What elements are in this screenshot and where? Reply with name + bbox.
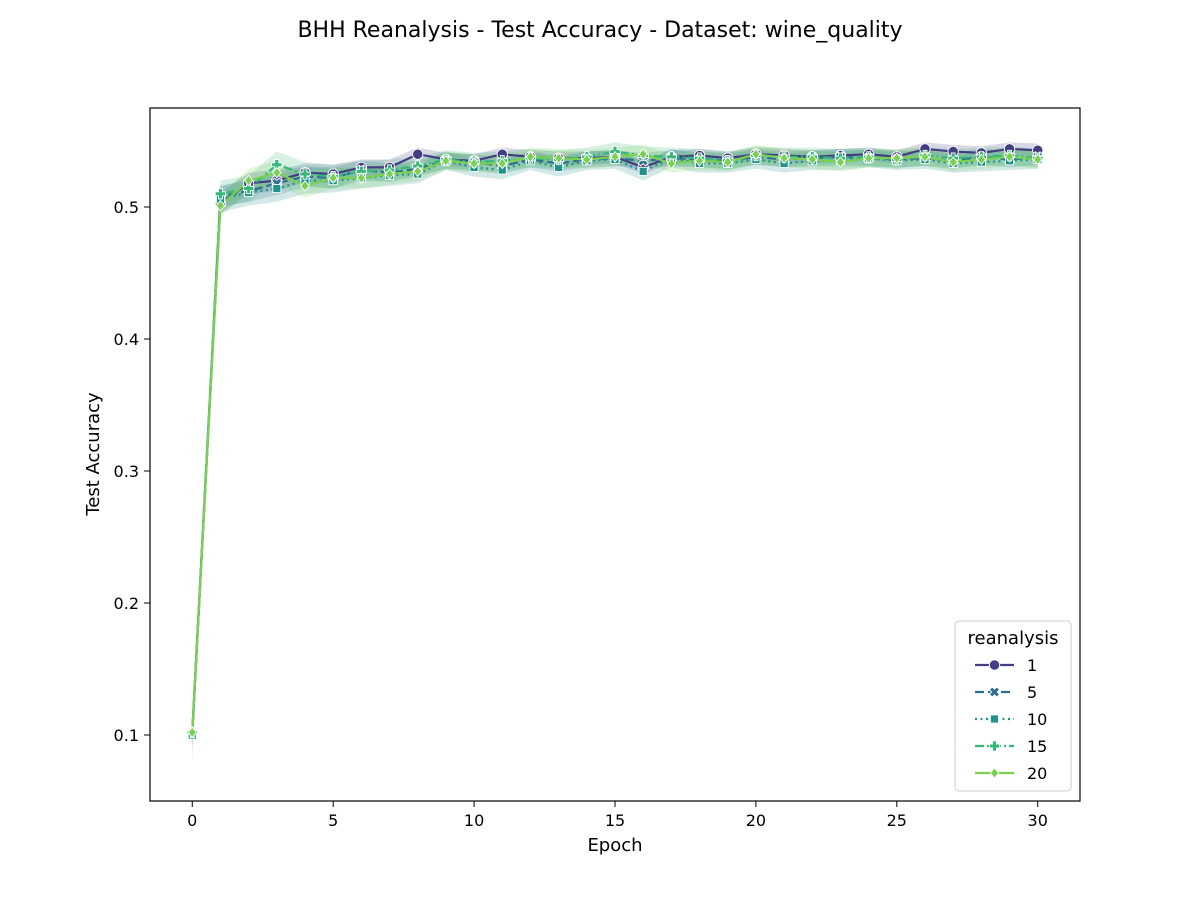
data-point-20 [187, 726, 198, 739]
data-point-20 [948, 156, 958, 169]
x-tick-label: 25 [887, 811, 907, 830]
legend-marker-10 [989, 714, 1000, 724]
y-axis-label: Test Accuracy [83, 392, 104, 517]
legend-title: reanalysis [968, 628, 1059, 649]
data-point-20 [300, 179, 310, 192]
data-point-20 [328, 172, 338, 184]
series-markers [186, 143, 1044, 740]
legend-label-20: 20 [1027, 764, 1047, 783]
data-point-20 [694, 154, 705, 167]
data-point-20 [779, 152, 789, 165]
x-tick-label: 10 [464, 811, 484, 830]
legend-label-10: 10 [1027, 710, 1047, 729]
y-tick-label: 0.5 [114, 198, 139, 217]
y-tick-label: 0.3 [114, 462, 139, 481]
data-point-10 [272, 184, 282, 194]
data-point-20 [920, 150, 930, 163]
y-tick-label: 0.1 [114, 726, 139, 745]
legend-label-15: 15 [1027, 737, 1047, 756]
data-point-20 [1004, 150, 1015, 163]
y-axis-ticks: 0.1 0.2 0.3 0.4 0.5 [114, 198, 150, 745]
x-tick-label: 5 [328, 811, 338, 830]
x-axis-ticks: 0 5 10 15 20 25 30 [187, 801, 1048, 830]
x-tick-label: 30 [1028, 811, 1048, 830]
data-point-20 [356, 172, 367, 184]
x-tick-label: 0 [187, 811, 197, 830]
legend-marker-15 [988, 740, 1001, 752]
data-point-20 [215, 199, 226, 212]
data-point-20 [892, 152, 902, 165]
data-point-15 [214, 188, 227, 200]
y-tick-label: 0.4 [114, 330, 139, 349]
data-point-20 [722, 156, 733, 169]
legend-label-1: 1 [1027, 656, 1037, 675]
data-point-20 [441, 154, 451, 167]
data-point-20 [243, 174, 254, 187]
data-point-20 [638, 148, 648, 161]
chart-title: BHH Reanalysis - Test Accuracy - Dataset… [297, 18, 902, 43]
data-point-20 [976, 153, 987, 166]
data-point-20 [412, 165, 423, 178]
legend-marker-1 [988, 659, 1001, 671]
data-point-20 [553, 152, 564, 165]
data-point-20 [272, 166, 282, 179]
data-point-20 [384, 168, 395, 180]
data-point-20 [610, 150, 620, 163]
legend-marker-5 [988, 686, 1001, 698]
data-point-10 [638, 166, 648, 176]
x-tick-label: 20 [746, 811, 766, 830]
data-point-20 [863, 152, 874, 165]
data-point-20 [666, 157, 677, 170]
data-point-20 [751, 148, 761, 161]
data-point-20 [525, 150, 536, 163]
data-point-15 [242, 182, 255, 195]
legend-marker-20 [989, 767, 1000, 779]
x-axis-label: Epoch [587, 835, 642, 856]
data-point-20 [807, 153, 818, 166]
data-point-20 [497, 157, 508, 170]
legend-label-5: 5 [1027, 683, 1037, 702]
x-tick-label: 15 [605, 811, 625, 830]
data-point-15 [299, 168, 311, 180]
data-point-20 [469, 157, 479, 170]
data-point-1 [412, 148, 424, 160]
data-point-20 [835, 156, 846, 169]
legend-box [954, 620, 1072, 792]
y-tick-label: 0.2 [114, 594, 139, 613]
data-point-20 [1032, 153, 1043, 166]
data-point-20 [582, 153, 592, 166]
